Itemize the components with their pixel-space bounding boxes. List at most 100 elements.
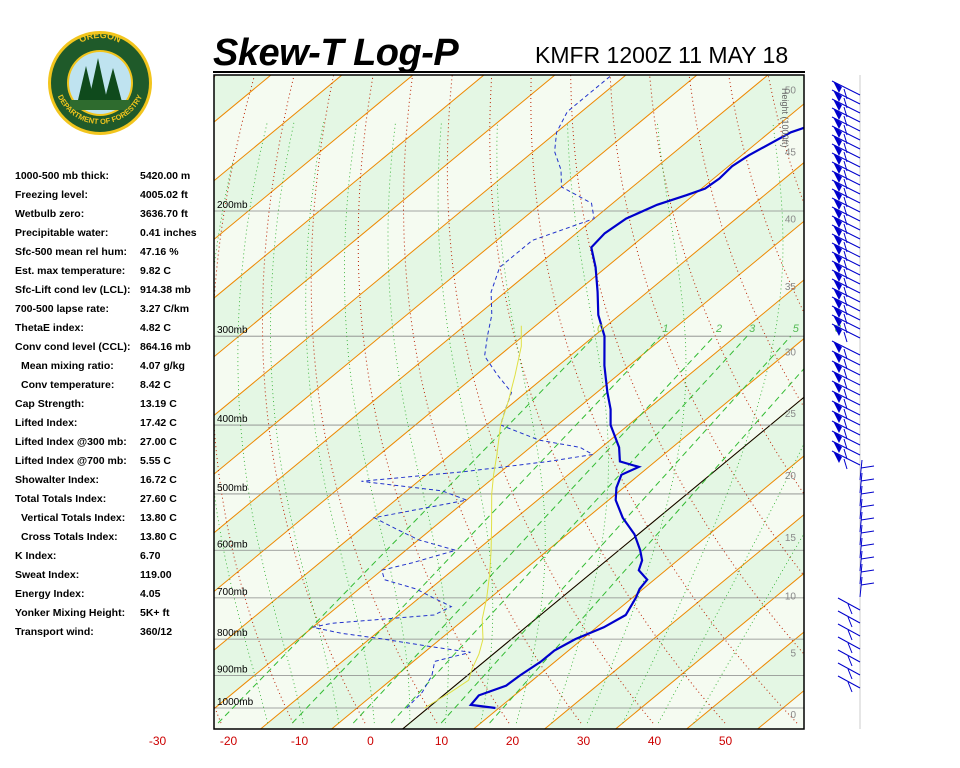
mixing-ratio-label: 2 xyxy=(715,323,722,335)
stat-row: Mean mixing ratio: 4.07 g/kg xyxy=(15,357,215,376)
isotherm-line xyxy=(214,103,804,593)
svg-text:OREGON: OREGON xyxy=(78,30,123,45)
wind-barb xyxy=(831,440,861,460)
height-axis-label: Height (1000ft) xyxy=(780,88,790,148)
stat-value: 5420.00 m xyxy=(140,170,191,182)
stat-value: 13.80 C xyxy=(140,512,177,524)
stat-value: 4.05 xyxy=(140,588,161,600)
wind-barb xyxy=(831,360,861,380)
stat-value: 3636.70 ft xyxy=(140,208,188,220)
stat-label: Mean mixing ratio: xyxy=(21,360,114,372)
isotherm-line xyxy=(214,75,769,534)
stat-label: 1000-500 mb thick: xyxy=(15,170,109,182)
wind-barb xyxy=(859,511,875,533)
stat-label: Wetbulb zero: xyxy=(15,208,85,220)
stat-value: 27.00 C xyxy=(140,436,177,448)
dry-adiabat-line xyxy=(862,0,960,723)
stat-label: Showalter Index: xyxy=(15,474,100,486)
stat-row: Cap Strength: 13.19 C xyxy=(15,395,215,414)
stat-label: Conv cond level (CCL): xyxy=(15,341,131,353)
moist-adiabat-line xyxy=(237,122,304,724)
wind-barb xyxy=(859,524,875,546)
mixing-ratio-line xyxy=(390,335,748,724)
wind-barb xyxy=(831,323,861,343)
stat-label: Freezing level: xyxy=(15,189,88,201)
temperature-tick-label: -10 xyxy=(291,734,309,748)
oregon-forestry-logo: OREGON DEPARTMENT OF FORESTRY xyxy=(48,30,152,135)
wind-barb xyxy=(859,498,875,520)
isotherm-line xyxy=(472,455,804,729)
stat-value: 16.72 C xyxy=(140,474,177,486)
stat-value: 13.19 C xyxy=(140,398,177,410)
moist-adiabat-line xyxy=(387,122,449,724)
isotherm-band xyxy=(214,103,804,651)
dry-adiabat-line xyxy=(649,75,804,495)
height-tick-label: 40 xyxy=(785,215,797,226)
dry-adiabat-line xyxy=(357,75,510,724)
stat-row: Est. max temperature: 9.82 C xyxy=(15,262,215,281)
isotherm-line xyxy=(259,279,804,729)
height-tick-label: 0 xyxy=(790,710,796,721)
moist-adiabat-line xyxy=(305,122,375,724)
stat-row: Energy Index: 4.05 xyxy=(15,585,215,604)
mixing-ratio-label: 1 xyxy=(663,323,669,335)
temperature-tick-label: 40 xyxy=(648,734,662,748)
stat-label: Sweat Index: xyxy=(15,569,80,581)
moist-adiabat-line xyxy=(343,122,411,724)
moist-adiabat-line xyxy=(496,122,546,724)
temperature-line xyxy=(468,126,804,710)
wind-barb xyxy=(837,636,861,654)
dry-adiabat-line xyxy=(790,0,960,723)
zero-isotherm-line xyxy=(401,396,804,729)
stat-label: Yonker Mixing Height: xyxy=(15,607,126,619)
temperature-tick-label: -20 xyxy=(220,734,238,748)
isotherm-line xyxy=(214,220,804,710)
stat-value: 13.80 C xyxy=(140,531,177,543)
dry-adiabat-line xyxy=(530,75,798,724)
wind-barb xyxy=(837,597,861,615)
temperature-tick-label: 20 xyxy=(506,734,520,748)
wind-barb xyxy=(831,430,861,450)
height-tick-label: 10 xyxy=(785,592,797,603)
pressure-label: 900mb xyxy=(217,664,248,675)
wind-barb xyxy=(859,472,875,494)
pressure-label: 400mb xyxy=(217,414,248,425)
wind-barb xyxy=(831,390,861,410)
wind-barb xyxy=(859,459,875,481)
stat-label: Lifted Index: xyxy=(15,417,78,429)
stat-label: Est. max temperature: xyxy=(15,265,126,277)
stat-value: 9.82 C xyxy=(140,265,171,277)
moist-adiabat-line xyxy=(622,122,784,724)
stat-row: Precipitable water: 0.41 inches xyxy=(15,224,215,243)
stat-value: 119.00 xyxy=(140,569,172,581)
moist-adiabat-line xyxy=(214,160,269,724)
pressure-label: 700mb xyxy=(217,587,248,598)
stat-row: Cross Totals Index: 13.80 C xyxy=(15,528,215,547)
wind-barb xyxy=(831,450,861,470)
height-tick-label: 35 xyxy=(785,282,797,293)
stat-value: 27.60 C xyxy=(140,493,177,505)
pressure-label: 200mb xyxy=(217,200,248,211)
mixing-ratio-line xyxy=(489,367,804,724)
mixing-ratio-label: 0 xyxy=(597,323,604,335)
stat-label: Total Totals Index: xyxy=(15,493,107,505)
stat-row: Yonker Mixing Height: 5K+ ft xyxy=(15,604,215,623)
temperature-tick-label: -30 xyxy=(149,734,167,748)
wind-barb xyxy=(831,350,861,370)
wind-barb xyxy=(831,340,861,360)
wind-barb xyxy=(859,485,875,507)
isotherm-line xyxy=(214,75,414,241)
mixing-ratio-line xyxy=(352,335,715,724)
stat-value: 864.16 mb xyxy=(140,341,191,353)
wind-barb xyxy=(837,623,861,641)
stat-row: 1000-500 mb thick: 5420.00 m xyxy=(15,167,215,186)
pressure-label: 1000mb xyxy=(217,697,254,708)
stat-value: 5.55 C xyxy=(140,455,171,467)
height-tick-label: 30 xyxy=(785,347,797,358)
stat-row: Wetbulb zero: 3636.70 ft xyxy=(15,205,215,224)
dry-adiabat-line xyxy=(897,0,960,723)
moist-adiabat-line xyxy=(437,122,494,724)
isotherm-line xyxy=(214,75,343,182)
